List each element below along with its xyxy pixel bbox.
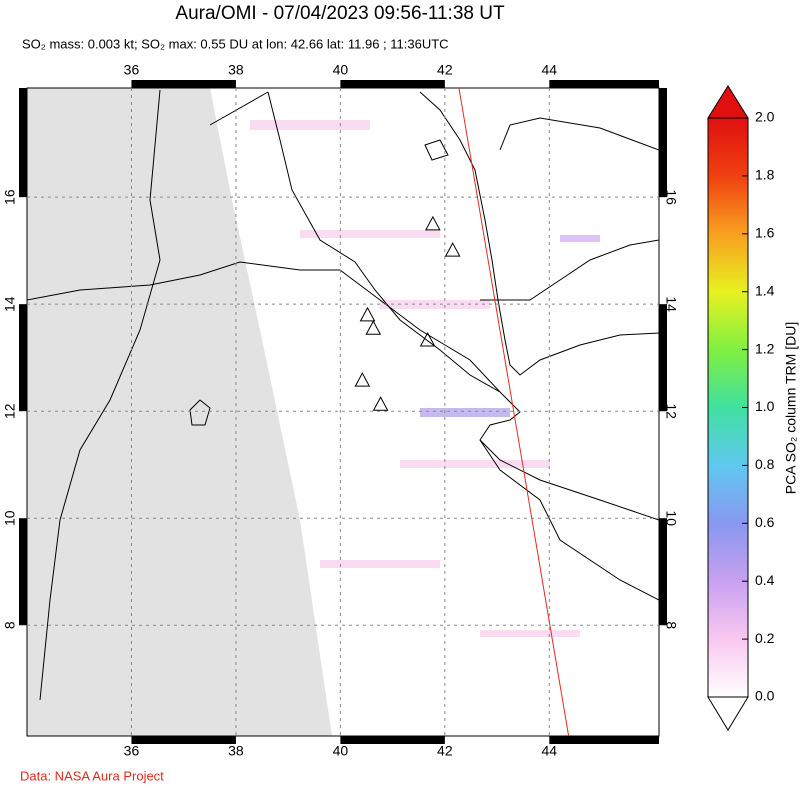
colorbar-tick-label: 2.0: [755, 109, 775, 125]
so2-pixel: [300, 230, 440, 238]
y-tick-label: 8: [663, 621, 679, 629]
y-tick-label: 10: [663, 510, 679, 526]
credit: Data: NASA Aura Project: [20, 768, 164, 783]
volcano-marker: [365, 320, 382, 335]
frame-bar: [19, 304, 27, 412]
volcano-marker: [359, 306, 376, 322]
frame-bar: [340, 80, 445, 88]
y-tick-label: 12: [2, 403, 18, 419]
colorbar-cap-bottom: [707, 696, 749, 731]
frame-bar: [549, 80, 659, 88]
colorbar-tick-label: 1.4: [755, 282, 775, 298]
frame-bar: [659, 304, 667, 412]
volcano-marker: [444, 242, 461, 257]
x-tick-label: 44: [542, 743, 558, 759]
x-tick-label: 36: [124, 743, 140, 759]
orbit-track: [458, 87, 570, 737]
colorbar-tick-label: 1.0: [755, 398, 775, 414]
colorbar-cap-top: [707, 85, 749, 119]
colorbar-tick-label: 1.2: [755, 340, 775, 356]
volcano-marker: [354, 372, 371, 387]
chart-title: Aura/OMI - 07/04/2023 09:56-11:38 UT: [175, 3, 505, 24]
colorbar-tick-label: 0.0: [755, 688, 775, 704]
colorbar: [707, 85, 749, 731]
x-tick-label: 40: [333, 743, 349, 759]
no-data-region: [27, 88, 332, 736]
y-tick-label: 10: [2, 510, 18, 526]
y-tick-label: 14: [663, 296, 679, 312]
frame-bar: [659, 88, 667, 198]
volcano-marker: [425, 215, 441, 231]
volcano-marker: [419, 331, 436, 347]
colorbar-tick-label: 1.8: [755, 167, 775, 183]
frame-bar: [19, 518, 27, 626]
y-tick-label: 16: [2, 189, 18, 205]
so2-pixel: [320, 560, 440, 568]
x-tick-label: 38: [228, 62, 244, 78]
colorbar-tick-label: 0.2: [755, 630, 775, 646]
frame-bar: [549, 736, 659, 744]
map-layer: [27, 88, 659, 736]
so2-pixel: [400, 460, 550, 468]
coastline: [419, 91, 659, 376]
border: [27, 89, 659, 701]
colorbar-tick-label: 0.4: [755, 572, 775, 588]
x-tick-label: 42: [437, 743, 453, 759]
x-tick-label: 36: [124, 62, 140, 78]
coastline: [267, 91, 659, 521]
border: [480, 117, 659, 301]
x-tick-label: 38: [228, 743, 244, 759]
so2-pixel: [560, 235, 600, 242]
colorbar-tick-label: 1.6: [755, 225, 775, 241]
frame-bar: [131, 736, 236, 744]
so2-pixel: [480, 630, 580, 637]
frame-bar: [659, 518, 667, 626]
so2-pixel: [250, 120, 370, 130]
y-tick-label: 16: [663, 189, 679, 205]
colorbar-tick-label: 0.8: [755, 456, 775, 472]
lake: [189, 139, 449, 426]
x-tick-label: 42: [437, 62, 453, 78]
y-tick-label: 12: [663, 403, 679, 419]
x-tick-label: 44: [542, 62, 558, 78]
volcano-marker: [372, 396, 389, 411]
colorbar-label: PCA SO₂ column TRM [DU]: [783, 322, 799, 494]
frame-bar: [340, 736, 445, 744]
colorbar-tick-label: 0.6: [755, 514, 775, 530]
y-tick-label: 8: [2, 621, 18, 629]
chart-subtitle: SO₂ mass: 0.003 kt; SO₂ max: 0.55 DU at …: [22, 36, 449, 51]
frame-bar: [19, 88, 27, 198]
so2-pixel: [420, 408, 510, 417]
y-tick-label: 14: [2, 296, 18, 312]
x-tick-label: 40: [333, 62, 349, 78]
frame-bar: [131, 80, 236, 88]
